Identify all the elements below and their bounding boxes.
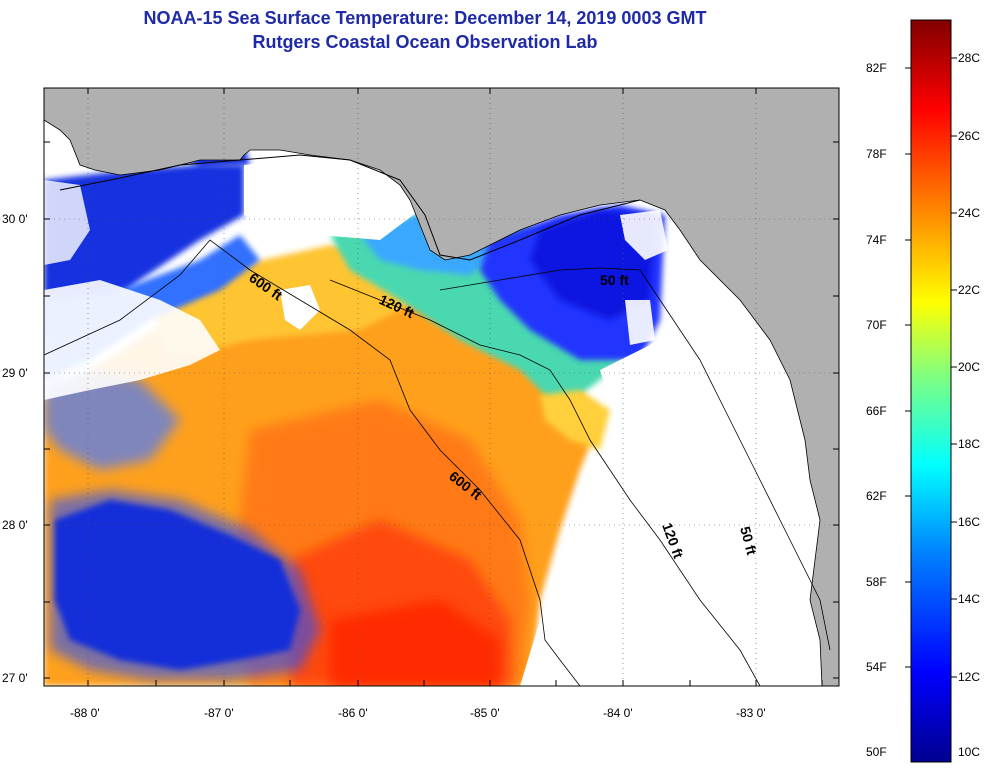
lat-label-30: 30 0' xyxy=(2,212,28,226)
colorbar-c-20: 20C xyxy=(958,360,981,374)
colorbar-f-74: 74F xyxy=(866,233,887,247)
colorbar-f-70: 70F xyxy=(866,318,887,332)
colorbar-c-22: 22C xyxy=(958,283,981,297)
colorbar-c-18: 18C xyxy=(958,437,981,451)
colorbar-f-66: 66F xyxy=(866,404,887,418)
colorbar-c-16: 16C xyxy=(958,515,981,529)
cloud-cover xyxy=(44,160,839,686)
lon-label-83: -83 0' xyxy=(736,706,766,720)
lon-label-88: -88 0' xyxy=(70,706,100,720)
lon-label-84: -84 0' xyxy=(603,706,633,720)
lon-label-85: -85 0' xyxy=(470,706,500,720)
sst-field xyxy=(44,90,700,686)
colorbar-c-26: 26C xyxy=(958,129,981,143)
map-subtitle: Rutgers Coastal Ocean Observation Lab xyxy=(252,32,598,52)
lat-label-29: 29 0' xyxy=(2,366,28,380)
contour-label-50-south: 50 ft xyxy=(737,525,760,557)
map-frame xyxy=(43,87,840,687)
colorbar-c-24: 24C xyxy=(958,206,981,220)
colorbar-f-58: 58F xyxy=(866,575,887,589)
colorbar-f-62: 62F xyxy=(866,489,887,503)
colorbar-ticks xyxy=(905,57,957,678)
colorbar-f-82: 82F xyxy=(866,61,887,75)
lat-label-28: 28 0' xyxy=(2,518,28,532)
lat-label-27: 27 0' xyxy=(2,671,28,685)
map-title: NOAA-15 Sea Surface Temperature: Decembe… xyxy=(143,8,707,28)
coastline xyxy=(59,154,641,261)
lon-label-87: -87 0' xyxy=(204,706,234,720)
colorbar xyxy=(910,19,952,763)
colorbar-c-10: 10C xyxy=(958,745,981,759)
colorbar-c-12: 12C xyxy=(958,670,981,684)
lon-label-86: -86 0' xyxy=(338,706,368,720)
colorbar-c-28: 28C xyxy=(958,51,981,65)
colorbar-f-50: 50F xyxy=(866,745,887,759)
bathymetry-contours xyxy=(44,239,831,686)
colorbar-c-14: 14C xyxy=(958,592,981,606)
colorbar-f-78: 78F xyxy=(866,147,887,161)
contour-label-50-north: 50 ft xyxy=(600,272,629,288)
colorbar-f-54: 54F xyxy=(866,660,887,674)
frame-ticks xyxy=(44,88,839,686)
